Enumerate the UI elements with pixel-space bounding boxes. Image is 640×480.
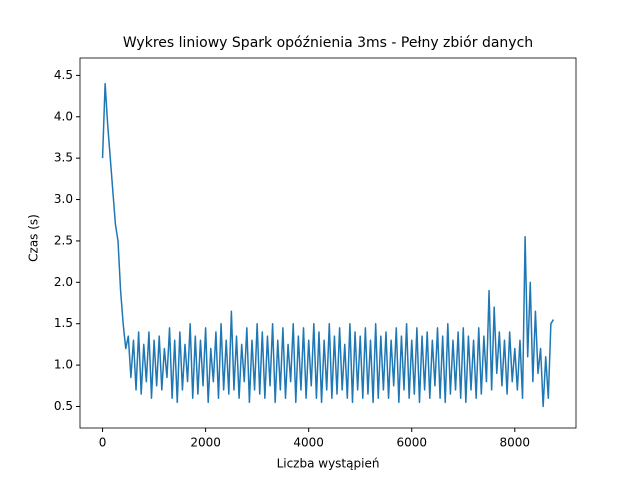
y-tick-label: 2.0 [54, 275, 73, 289]
chart-title: Wykres liniowy Spark opóźnienia 3ms - Pe… [123, 35, 533, 51]
y-tick-label: 4.0 [54, 109, 73, 123]
y-tick-label: 1.5 [54, 316, 73, 330]
y-tick-label: 3.0 [54, 192, 73, 206]
x-tick-label: 0 [99, 436, 107, 450]
y-tick-label: 3.5 [54, 151, 73, 165]
x-tick-label: 6000 [396, 436, 427, 450]
x-tick-label: 4000 [293, 436, 324, 450]
y-axis-label: Czas (s) [27, 214, 41, 262]
y-tick-label: 2.5 [54, 233, 73, 247]
axes-frame [79, 57, 577, 429]
y-tick-label: 1.0 [54, 358, 73, 372]
x-axis-label: Liczba wystąpień [277, 457, 380, 471]
data-line [101, 82, 555, 408]
y-tick-label: 4.5 [54, 68, 73, 82]
y-tick-label: 0.5 [54, 399, 73, 413]
x-tick-label: 8000 [500, 436, 531, 450]
x-tick-label: 2000 [190, 436, 221, 450]
